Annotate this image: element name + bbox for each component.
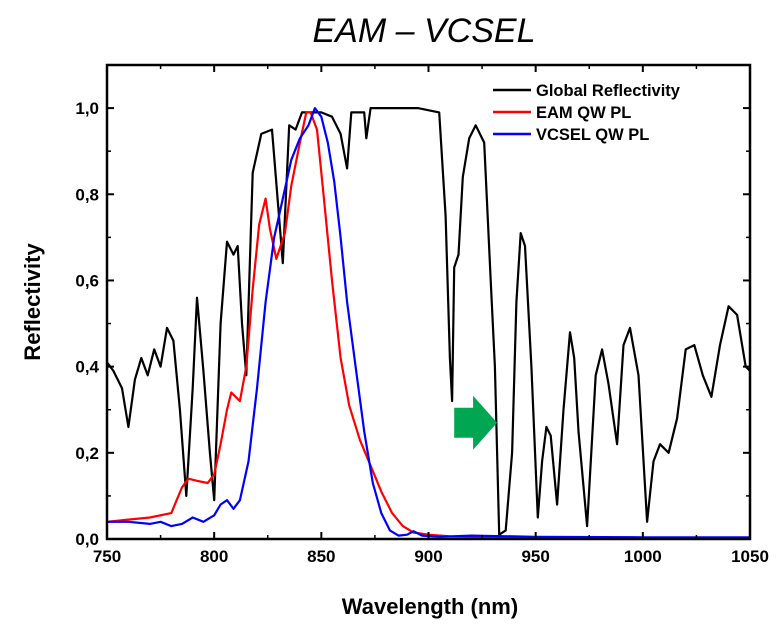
y-tick-label: 0,0 [75,530,99,549]
x-tick-label: 950 [521,547,549,566]
y-tick-label: 1,0 [75,99,99,118]
series-line-2 [107,107,750,539]
y-tick-label: 0,4 [75,358,99,377]
y-tick-label: 0,6 [75,271,99,290]
series-line-0 [107,107,750,536]
legend-label-1: EAM QW PL [536,104,631,122]
legend-label-2: VCSEL QW PL [536,126,649,144]
series-line-1 [107,111,750,539]
x-tick-label: 750 [93,547,121,566]
x-tick-label: 850 [307,547,335,566]
x-tick-label: 800 [200,547,228,566]
x-axis-label: Wavelength (nm) [342,594,518,619]
x-tick-label: 900 [414,547,442,566]
y-tick-label: 0,8 [75,185,99,204]
chart-title: EAM – VCSEL [313,12,536,50]
x-tick-label: 1000 [624,547,662,566]
legend-label-0: Global Reflectivity [536,82,681,100]
y-tick-label: 0,2 [75,444,99,463]
y-axis-label: Reflectivity [20,243,45,361]
x-tick-label: 1050 [731,547,769,566]
green-arrow-annotation [454,395,498,450]
